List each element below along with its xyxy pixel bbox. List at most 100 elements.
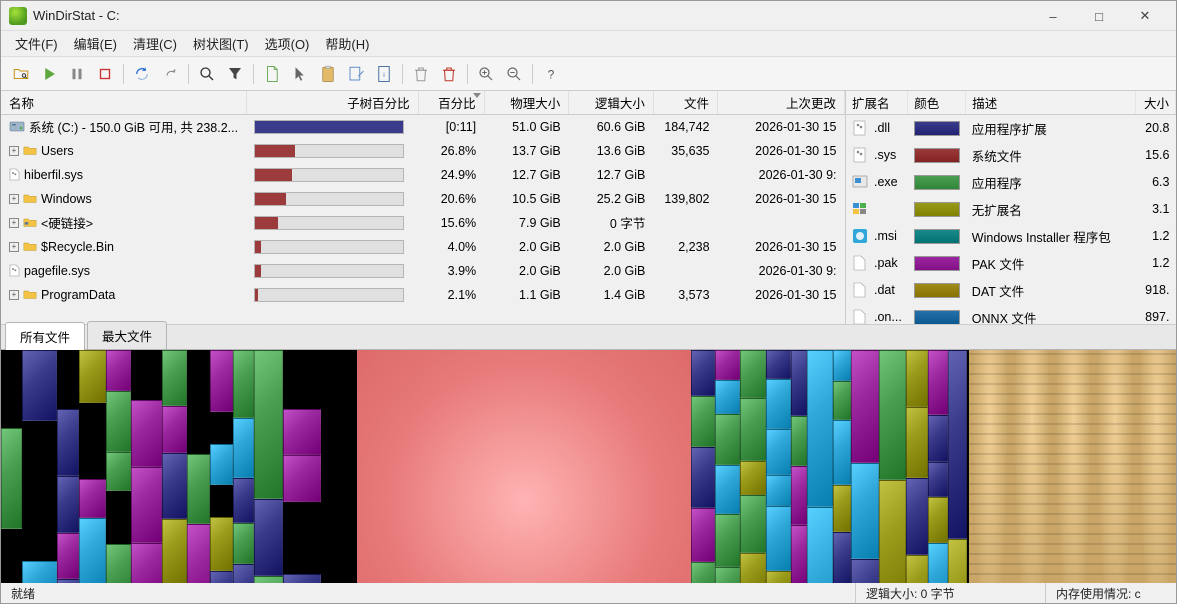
cursor-button[interactable] — [286, 60, 314, 88]
zoom-in-button[interactable] — [472, 60, 500, 88]
search-button[interactable] — [193, 60, 221, 88]
menu-treemap[interactable]: 树状图(T) — [185, 32, 257, 55]
paste-button[interactable] — [314, 60, 342, 88]
subtree-bar-1[interactable] — [254, 144, 404, 158]
color-swatch-sys — [914, 148, 960, 163]
subtree-bar-4[interactable] — [254, 216, 404, 230]
file-row-hiberfil-sys[interactable]: hiberfil.sys 24.9% 12.7 GiB 12.7 GiB 2026-01… — [1, 163, 845, 187]
extension-size-label: 918. — [1136, 277, 1176, 304]
file-name-label: 系统 (C:) - 150.0 GiB 可用, 共 238.2... — [29, 117, 238, 136]
maximize-button[interactable]: □ — [1076, 1, 1122, 31]
files-count-label: 139,802 — [653, 187, 717, 211]
expand-toggle-programdata[interactable]: + — [9, 290, 19, 300]
col-header-modified[interactable]: 上次更改 — [718, 91, 845, 115]
zoom-out-button[interactable] — [500, 60, 528, 88]
menu-file[interactable]: 文件(F) — [7, 32, 66, 55]
modified-date-label: 2026-01-30 9: — [718, 259, 845, 283]
status-memory-usage-text: 内存使用情况: c — [1046, 583, 1176, 603]
filter-button[interactable] — [221, 60, 249, 88]
tab-largest-files[interactable]: 最大文件 — [87, 321, 167, 349]
trash-red-icon — [440, 65, 458, 83]
windows-region[interactable] — [691, 350, 969, 583]
expand-toggle-$recycle.bin[interactable]: + — [9, 242, 19, 252]
col-header-subtreepct[interactable]: 子树百分比 — [246, 91, 418, 115]
col-header-logical[interactable]: 逻辑大小 — [569, 91, 654, 115]
expand-toggle-users[interactable]: + — [9, 146, 19, 156]
treemap-visualization[interactable] — [1, 350, 1176, 583]
subtree-bar-2[interactable] — [254, 168, 404, 182]
zoom-in-icon — [477, 65, 495, 83]
users-region[interactable] — [1, 350, 357, 583]
hiberfil-region[interactable] — [357, 350, 691, 583]
tab-all-files[interactable]: 所有文件 — [5, 322, 85, 350]
file-row--recycle-bin[interactable]: + $Recycle.Bin 4.0% 2.0 GiB 2.0 GiB 2,238 2026… — [1, 235, 845, 259]
col-header-pct[interactable]: 百分比 — [418, 91, 484, 115]
extension-row-msi[interactable]: .msi Windows Installer 程序包 1.2 — [846, 223, 1176, 250]
subtree-bar-6[interactable] — [254, 264, 404, 278]
extension-table[interactable]: 扩展名 颜色 描述 大小 .dll 应用程序扩展 20.8 .sys 系统文件 15.6.… — [846, 91, 1176, 324]
file-row-windows[interactable]: + Windows 20.6% 10.5 GiB 25.2 GiB 139,802 2026… — [1, 187, 845, 211]
minimize-button[interactable]: – — [1030, 1, 1076, 31]
help-button[interactable]: ? — [537, 60, 565, 88]
menu-options[interactable]: 选项(O) — [257, 32, 318, 55]
menu-edit[interactable]: 编辑(E) — [66, 32, 125, 55]
info-button[interactable]: i — [370, 60, 398, 88]
status-ready-text: 就绪 — [1, 583, 856, 603]
properties-button[interactable] — [342, 60, 370, 88]
file-row------[interactable]: + <硬链接> 15.6% 7.9 GiB 0 字节 — [1, 211, 845, 235]
color-swatch-on — [914, 310, 960, 325]
status-bar: 就绪 逻辑大小: 0 字节 内存使用情况: c — [1, 583, 1176, 603]
file-name-label: ProgramData — [41, 288, 115, 302]
file-row-----c-----150-0-gib-------238-2---[interactable]: 系统 (C:) - 150.0 GiB 可用, 共 238.2... [0:11]… — [1, 115, 845, 139]
subtree-bar-5[interactable] — [254, 240, 404, 254]
extension-row-pak[interactable]: .pak PAK 文件 1.2 — [846, 250, 1176, 277]
col-header-size[interactable]: 大小 — [1136, 91, 1176, 115]
extension-description-label: 应用程序 — [966, 169, 1136, 196]
col-header-color[interactable]: 颜色 — [908, 91, 966, 115]
run-button[interactable] — [35, 60, 63, 88]
extension-row-on[interactable]: .on... ONNX 文件 897. — [846, 304, 1176, 325]
delete-permanently-button[interactable] — [435, 60, 463, 88]
menu-cleanup[interactable]: 清理(C) — [125, 32, 185, 55]
expand-toggle-windows[interactable]: + — [9, 194, 19, 204]
select-drive-button[interactable] — [7, 60, 35, 88]
file-row-programdata[interactable]: + ProgramData 2.1% 1.1 GiB 1.4 GiB 3,573 2026-… — [1, 283, 845, 307]
close-button[interactable]: ✕ — [1122, 1, 1168, 31]
hardlink-region[interactable] — [969, 350, 1176, 583]
new-file-button[interactable] — [258, 60, 286, 88]
col-header-physical[interactable]: 物理大小 — [484, 91, 569, 115]
extension-name-label: .dll — [874, 121, 890, 135]
delete-button[interactable] — [407, 60, 435, 88]
new-file-icon — [263, 65, 281, 83]
file-table[interactable]: 名称 子树百分比 百分比 物理大小 逻辑大小 文件 上次更改 系统 (C:) -… — [1, 91, 845, 307]
file-row-pagefile-sys[interactable]: pagefile.sys 3.9% 2.0 GiB 2.0 GiB 2026-01-30… — [1, 259, 845, 283]
extension-row-dat[interactable]: .dat DAT 文件 918. — [846, 277, 1176, 304]
refresh-selected-button[interactable] — [156, 60, 184, 88]
col-header-desc[interactable]: 描述 — [966, 91, 1136, 115]
pause-button[interactable] — [63, 60, 91, 88]
col-header-files[interactable]: 文件 — [653, 91, 717, 115]
expand-toggle-hardlink[interactable]: + — [9, 218, 19, 228]
col-header-ext[interactable]: 扩展名 — [846, 91, 908, 115]
file-name-label: hiberfil.sys — [24, 168, 83, 182]
extension-row-dll[interactable]: .dll 应用程序扩展 20.8 — [846, 115, 1176, 142]
menu-help[interactable]: 帮助(H) — [317, 32, 377, 55]
subtree-bar-3[interactable] — [254, 192, 404, 206]
color-swatch-noext — [914, 202, 960, 217]
file-row-users[interactable]: + Users 26.8% 13.7 GiB 13.6 GiB 35,635 2026-01… — [1, 139, 845, 163]
subtree-bar-7[interactable] — [254, 288, 404, 302]
physical-size-label: 13.7 GiB — [484, 139, 569, 163]
extension-row-exe[interactable]: .exe 应用程序 6.3 — [846, 169, 1176, 196]
extension-table-body[interactable]: .dll 应用程序扩展 20.8 .sys 系统文件 15.6 .exe 应用程序 6.3 无扩展… — [846, 115, 1176, 325]
extension-row-sys[interactable]: .sys 系统文件 15.6 — [846, 142, 1176, 169]
subtree-bar-0[interactable] — [254, 120, 404, 134]
refresh-button[interactable] — [128, 60, 156, 88]
extension-row-noext[interactable]: 无扩展名 3.1 — [846, 196, 1176, 223]
modified-date-label: 2026-01-30 15 — [718, 115, 845, 139]
stop-button[interactable] — [91, 60, 119, 88]
physical-size-label: 7.9 GiB — [484, 211, 569, 235]
color-swatch-exe — [914, 175, 960, 190]
file-table-body[interactable]: 系统 (C:) - 150.0 GiB 可用, 共 238.2... [0:11]… — [1, 115, 845, 307]
col-header-name[interactable]: 名称 — [1, 91, 246, 115]
files-count-label — [653, 211, 717, 235]
